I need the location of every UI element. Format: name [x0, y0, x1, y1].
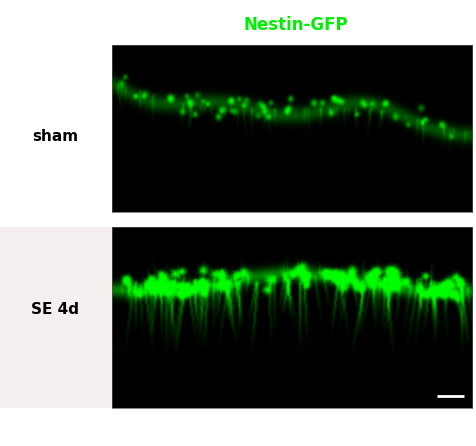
Text: Nestin-GFP: Nestin-GFP	[243, 16, 347, 33]
Text: SE 4d: SE 4d	[31, 302, 79, 318]
Text: sham: sham	[32, 128, 78, 144]
